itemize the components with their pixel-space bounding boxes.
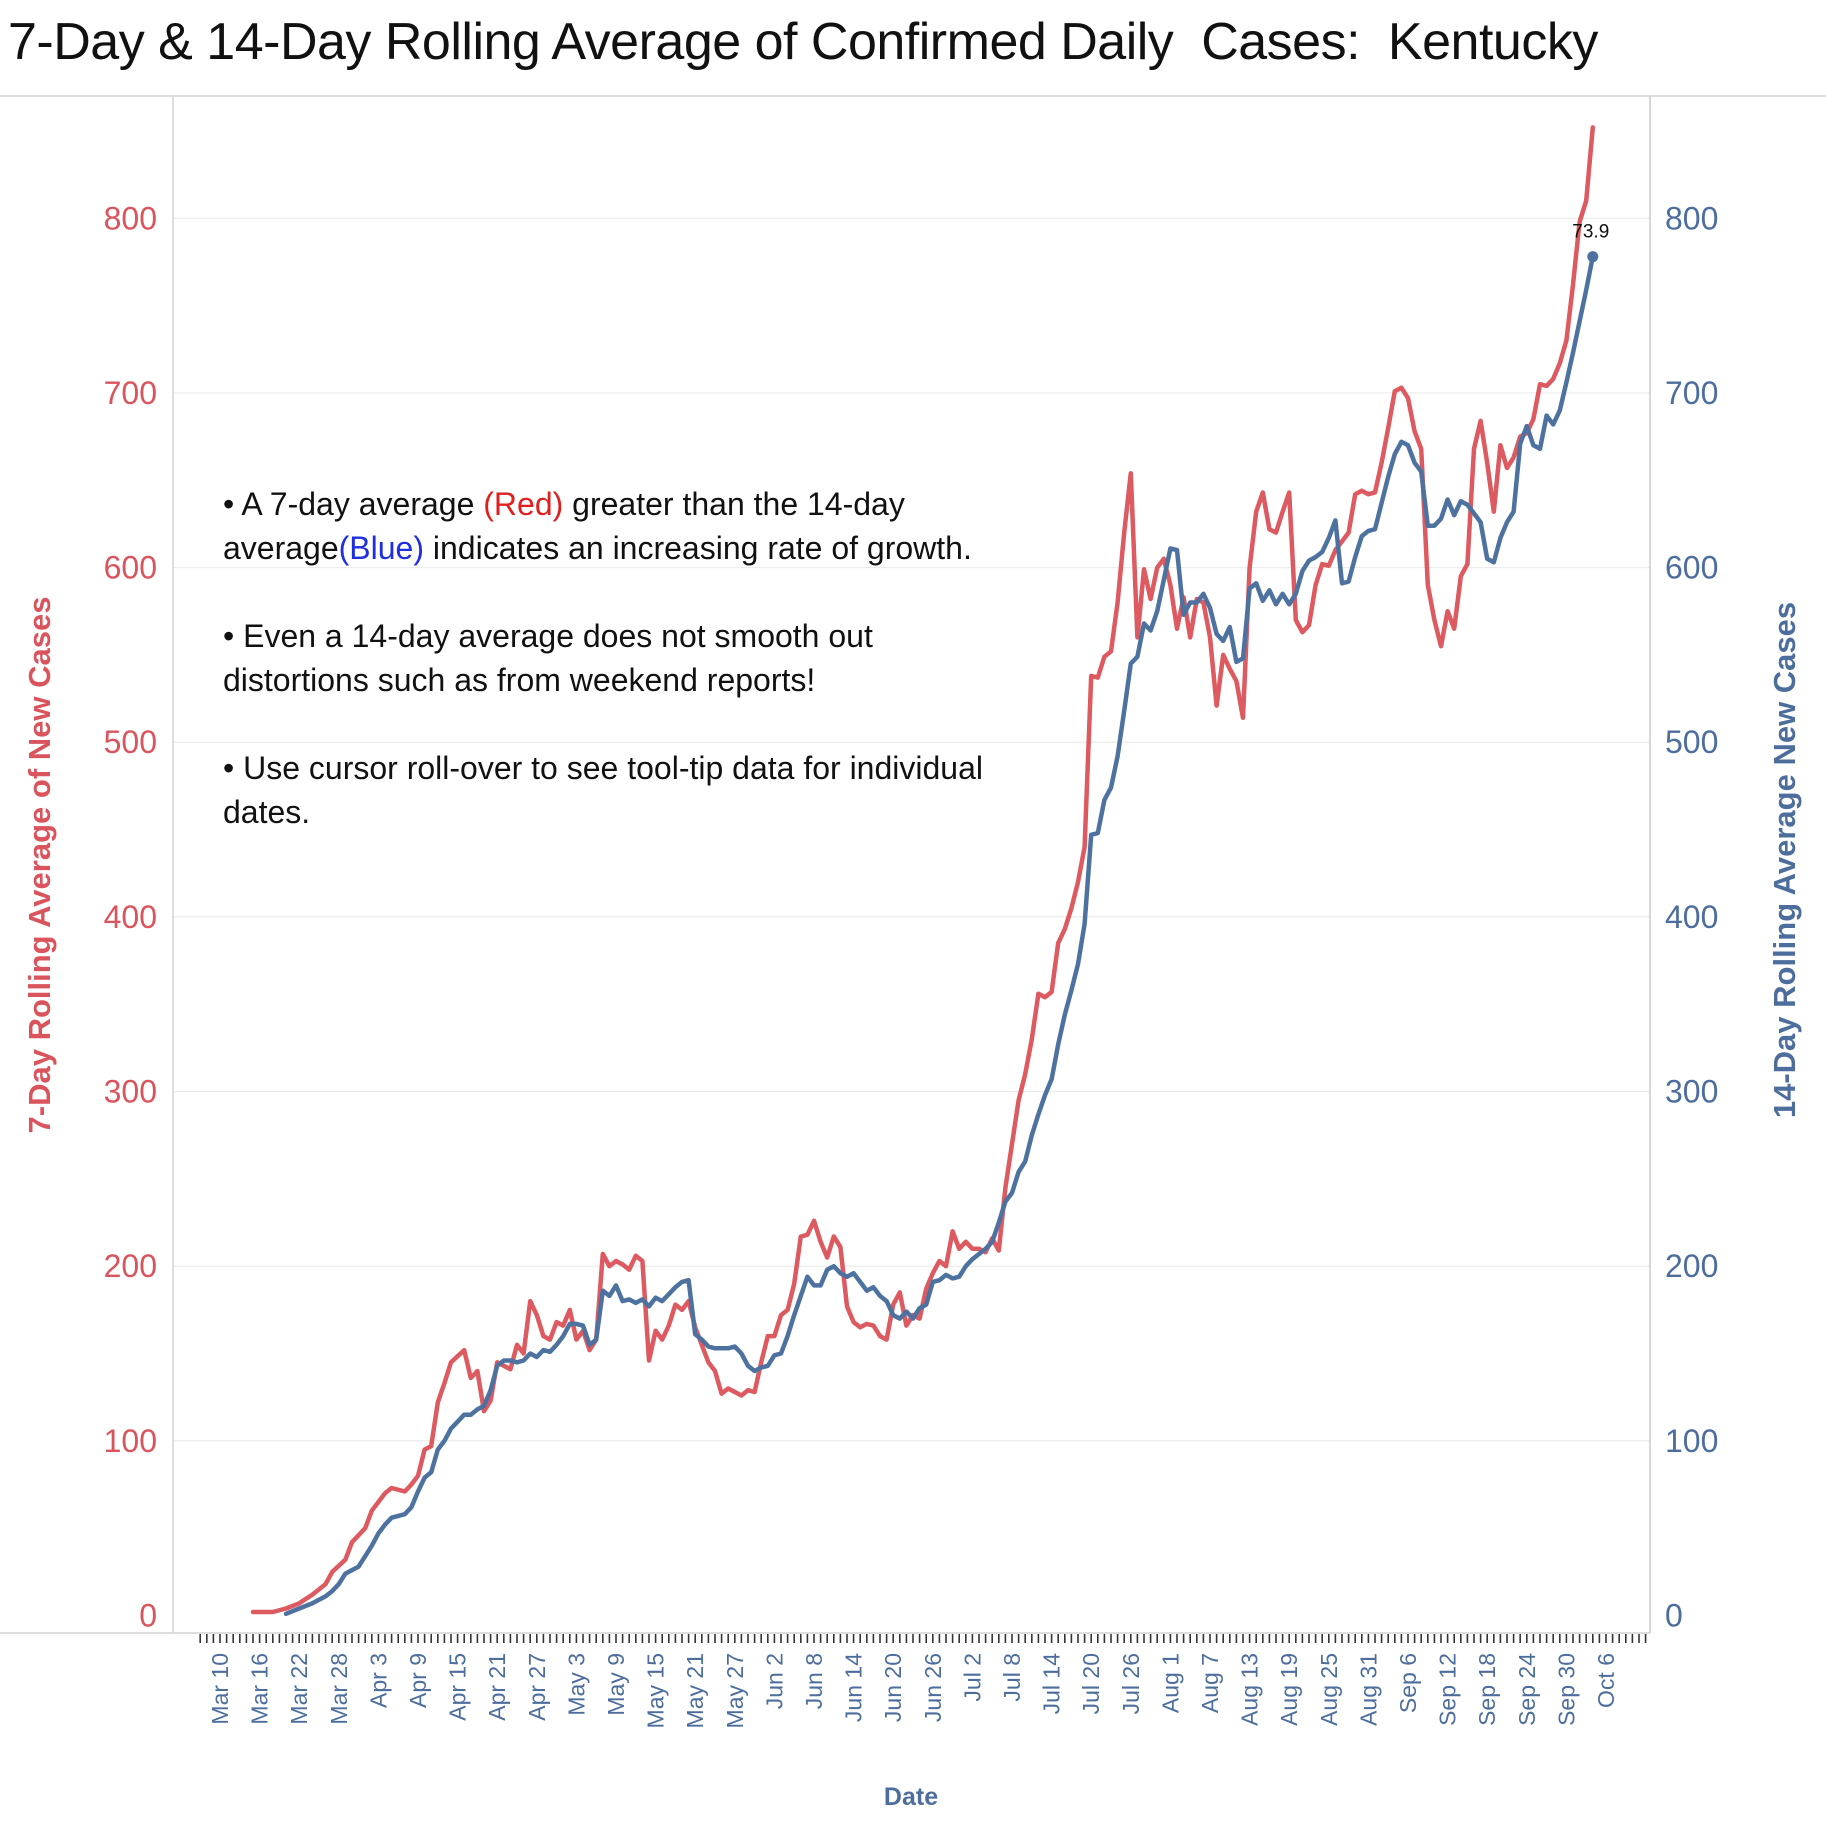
x-tick-label: Jul 8 <box>999 1653 1025 1702</box>
left-tick-label: 200 <box>104 1248 157 1284</box>
right-axis-ticks: 0 100 200 300 400 500 600 700 800 <box>1665 200 1718 1633</box>
annotation-paragraph-3: • Use cursor roll-over to see tool-tip d… <box>223 750 983 830</box>
x-tick-label: Mar 16 <box>247 1653 273 1725</box>
last-point-label: 73.9 <box>1572 222 1609 243</box>
annotation-text: indicates an increasing rate of growth. <box>424 530 972 566</box>
left-tick-label: 300 <box>104 1074 157 1110</box>
x-tick-label: Sep 18 <box>1474 1653 1500 1726</box>
left-tick-label: 400 <box>104 899 157 935</box>
x-tick-label: Mar 28 <box>326 1653 352 1725</box>
right-tick-label: 300 <box>1665 1074 1718 1110</box>
annotation-box: • A 7-day average (Red) greater than the… <box>223 482 983 878</box>
x-tick-label: Oct 6 <box>1593 1653 1619 1708</box>
left-tick-label: 800 <box>104 200 157 236</box>
x-tick-label: Jun 20 <box>880 1653 906 1722</box>
right-tick-label: 600 <box>1665 550 1718 586</box>
series-layer <box>250 125 1599 1617</box>
x-tick-label: Apr 9 <box>405 1653 431 1708</box>
series-7day-line <box>250 125 1596 1615</box>
right-tick-label: 400 <box>1665 899 1718 935</box>
right-tick-label: 0 <box>1665 1598 1683 1634</box>
x-tick-label: Sep 24 <box>1514 1653 1540 1726</box>
left-tick-label: 0 <box>139 1598 157 1634</box>
x-tick-label: Aug 19 <box>1276 1653 1302 1726</box>
left-axis-title: 7-Day Rolling Average of New Cases <box>22 597 57 1134</box>
right-tick-label: 800 <box>1665 200 1718 236</box>
last-point-marker[interactable] <box>1587 251 1599 263</box>
x-tick-label: Jun 14 <box>841 1653 867 1722</box>
right-tick-label: 200 <box>1665 1248 1718 1284</box>
x-tick-label: Sep 6 <box>1395 1653 1421 1713</box>
x-tick-label: Aug 7 <box>1197 1653 1223 1713</box>
x-tick-label: May 27 <box>722 1653 748 1728</box>
x-tick-label: Aug 31 <box>1355 1653 1381 1726</box>
x-tick-label: Jul 14 <box>1039 1653 1065 1715</box>
x-tick-label: Jun 2 <box>761 1653 787 1709</box>
annotation-blue-word: (Blue) <box>338 530 424 566</box>
x-tick-label: Jul 20 <box>1078 1653 1104 1714</box>
x-tick-label: Aug 25 <box>1316 1653 1342 1726</box>
x-tick-label: Apr 27 <box>524 1653 550 1721</box>
x-tick-label: Apr 21 <box>484 1653 510 1721</box>
x-tick-label: May 21 <box>682 1653 708 1728</box>
annotation-paragraph-1: • A 7-day average (Red) greater than the… <box>223 482 983 570</box>
series-14day-line <box>283 254 1596 1617</box>
left-axis-ticks: 0 100 200 300 400 500 600 700 800 <box>104 200 157 1633</box>
x-tick-label: Jul 26 <box>1118 1653 1144 1714</box>
right-tick-label: 500 <box>1665 724 1718 760</box>
x-tick-label: Jun 8 <box>801 1653 827 1709</box>
x-axis-title: Date <box>884 1783 938 1811</box>
x-tick-label: May 9 <box>603 1653 629 1716</box>
right-tick-label: 700 <box>1665 375 1718 411</box>
x-tick-label: May 15 <box>643 1653 669 1728</box>
right-tick-label: 100 <box>1665 1423 1718 1459</box>
x-tick-label: Sep 30 <box>1553 1653 1579 1726</box>
left-tick-label: 100 <box>104 1423 157 1459</box>
x-tick-label: Mar 22 <box>286 1653 312 1725</box>
left-tick-label: 700 <box>104 375 157 411</box>
x-tick-label: Jun 26 <box>920 1653 946 1722</box>
x-tick-label: Jul 2 <box>959 1653 985 1702</box>
annotation-paragraph-2: • Even a 14-day average does not smooth … <box>223 618 873 698</box>
annotation-text: • A 7-day average <box>223 486 484 522</box>
left-tick-label: 500 <box>104 724 157 760</box>
x-tick-label: Mar 10 <box>207 1653 233 1725</box>
x-tick-label: Aug 1 <box>1157 1653 1183 1713</box>
x-tick-label: May 3 <box>563 1653 589 1716</box>
chart-title: 7-Day & 14-Day Rolling Average of Confir… <box>8 13 1598 71</box>
left-tick-label: 600 <box>104 550 157 586</box>
x-axis-ticks: Mar 10 Mar 16 Mar 22 Mar 28 Apr 3 Apr 9 Apr 15… <box>199 1634 1647 1728</box>
x-tick-label: Apr 3 <box>365 1653 391 1708</box>
annotation-text: greater than the 14-day average <box>223 486 905 566</box>
right-axis-title: 14-Day Rolling Average New Cases <box>1767 602 1802 1118</box>
x-tick-label: Apr 15 <box>445 1653 471 1721</box>
annotation-red-word: (Red) <box>483 486 564 522</box>
x-tick-label: Sep 12 <box>1435 1653 1461 1726</box>
x-tick-label: Aug 13 <box>1237 1653 1263 1726</box>
